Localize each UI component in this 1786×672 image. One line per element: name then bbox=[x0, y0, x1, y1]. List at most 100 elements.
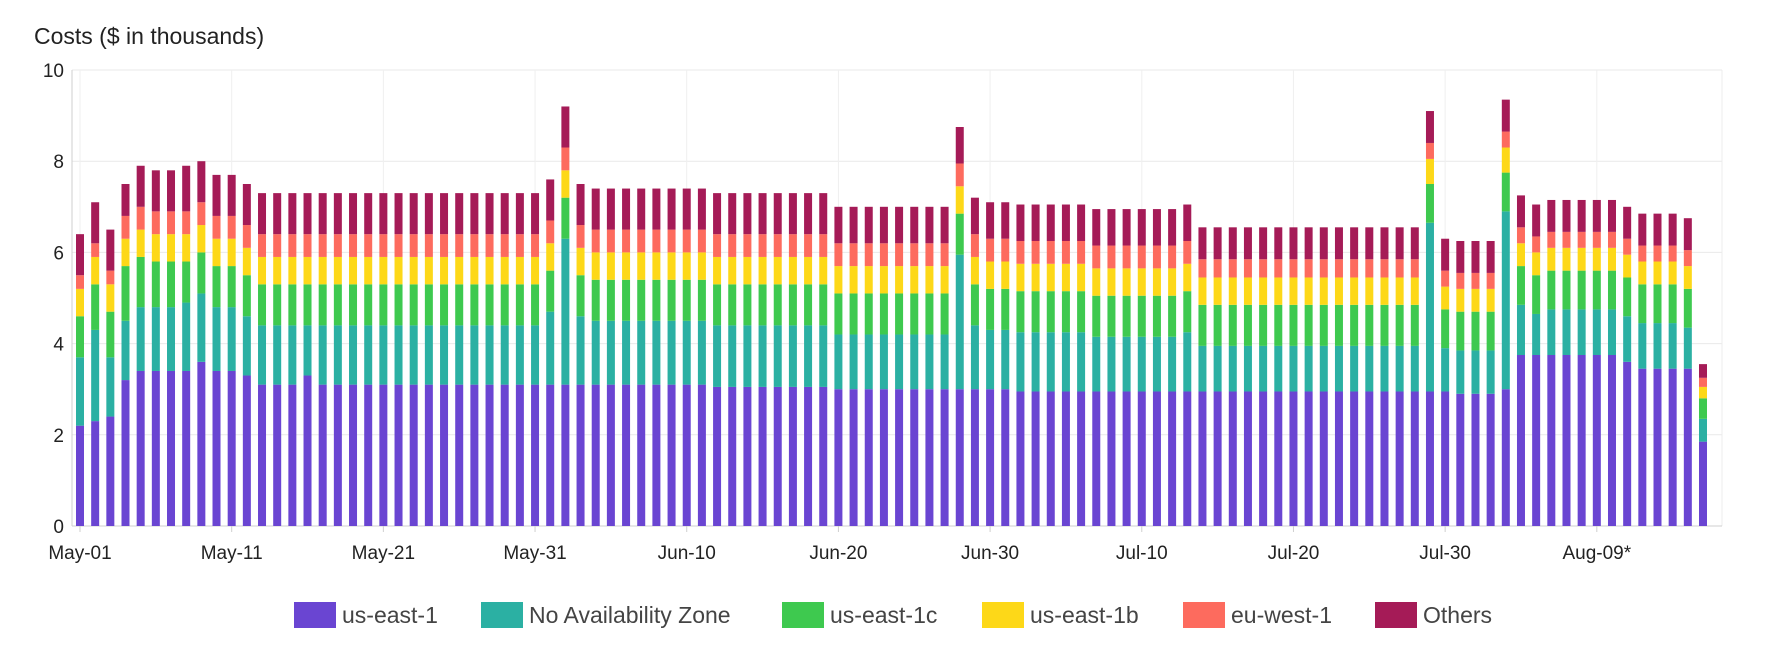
bar-segment bbox=[955, 163, 964, 187]
bar-segment bbox=[940, 293, 949, 335]
bar-segment bbox=[1623, 277, 1632, 317]
bar-segment bbox=[1319, 277, 1328, 305]
bar-segment bbox=[500, 384, 509, 526]
y-tick-label: 10 bbox=[43, 61, 64, 82]
bar-segment bbox=[333, 193, 342, 235]
bar-segment bbox=[364, 234, 373, 257]
x-tick-label: Jun-30 bbox=[961, 543, 1019, 564]
legend-label: us-east-1 bbox=[342, 602, 438, 628]
bar-segment bbox=[455, 234, 464, 257]
bar-segment bbox=[182, 165, 191, 212]
bar-segment bbox=[819, 284, 828, 326]
bar-segment bbox=[1289, 304, 1298, 346]
bar-segment bbox=[1441, 286, 1450, 310]
bar-segment bbox=[76, 357, 84, 426]
bar-segment bbox=[804, 325, 813, 387]
bar-segment bbox=[1122, 245, 1131, 269]
bar-segment bbox=[682, 320, 691, 385]
bar-segment bbox=[394, 284, 403, 326]
bar-segment bbox=[697, 320, 706, 385]
bar-segment bbox=[1016, 241, 1025, 264]
bar-segment bbox=[1683, 327, 1692, 369]
bar-segment bbox=[561, 197, 570, 239]
bar-segment bbox=[1395, 227, 1404, 260]
bar-segment bbox=[819, 256, 828, 285]
bar-segment bbox=[682, 252, 691, 280]
bar-segment bbox=[273, 234, 282, 257]
bar-segment bbox=[788, 193, 797, 235]
bar-segment bbox=[349, 234, 358, 257]
bar-segment bbox=[652, 229, 661, 253]
bar-segment bbox=[182, 261, 191, 303]
bar-segment bbox=[1016, 291, 1025, 333]
bar-segment bbox=[834, 334, 843, 390]
bar-segment bbox=[728, 284, 737, 326]
bar-segment bbox=[955, 186, 964, 214]
bar-segment bbox=[197, 225, 206, 253]
bar-segment bbox=[713, 193, 722, 235]
legend-swatch bbox=[1183, 602, 1225, 628]
bar-segment bbox=[121, 184, 130, 216]
bar-segment bbox=[955, 127, 964, 164]
legend-item: us-east-1c bbox=[782, 602, 937, 628]
bar-segment bbox=[1395, 277, 1404, 305]
bar-segment bbox=[1516, 355, 1525, 526]
bar-segment bbox=[106, 229, 115, 271]
bar-segment bbox=[743, 256, 752, 285]
bar-segment bbox=[167, 261, 176, 308]
bar-segment bbox=[167, 211, 176, 235]
bar-segment bbox=[242, 275, 251, 317]
bar-segment bbox=[940, 206, 949, 244]
bar-segment bbox=[515, 284, 524, 326]
bar-segment bbox=[986, 329, 995, 390]
bar-segment bbox=[1228, 345, 1237, 392]
bar-segment bbox=[622, 229, 631, 253]
bar-segment bbox=[1547, 247, 1556, 271]
bar-segment bbox=[440, 325, 449, 385]
bar-segment bbox=[546, 311, 555, 385]
bar-segment bbox=[622, 384, 631, 526]
bar-segment bbox=[303, 234, 312, 257]
bar-segment bbox=[1699, 386, 1707, 399]
bar-segment bbox=[1425, 111, 1434, 143]
bar-segment bbox=[1699, 441, 1707, 526]
bar-segment bbox=[303, 193, 312, 235]
bar-segment bbox=[409, 234, 418, 257]
bar-segment bbox=[1274, 227, 1283, 260]
bar-segment bbox=[1653, 261, 1662, 285]
bar-segment bbox=[576, 316, 585, 385]
bar-segment bbox=[1122, 336, 1131, 392]
bar-segment bbox=[834, 293, 843, 335]
bar-segment bbox=[1168, 295, 1177, 337]
bar-segment bbox=[349, 384, 358, 526]
legend-label: us-east-1b bbox=[1030, 602, 1139, 628]
bar-segment bbox=[197, 293, 206, 362]
legend-item: Others bbox=[1375, 602, 1492, 628]
bar-segment bbox=[1213, 259, 1222, 278]
bar-segment bbox=[652, 279, 661, 321]
x-tick-label: May-31 bbox=[503, 543, 566, 564]
bar-segment bbox=[333, 325, 342, 385]
bar-segment bbox=[1562, 355, 1571, 526]
bar-segment bbox=[1289, 227, 1298, 260]
bar-segment bbox=[925, 293, 934, 335]
bar-segment bbox=[1441, 391, 1450, 526]
bar-segment bbox=[1592, 247, 1601, 271]
bar-segment bbox=[258, 284, 267, 326]
bar-segment bbox=[1532, 275, 1541, 314]
bar-segment bbox=[1289, 259, 1298, 278]
bar-segment bbox=[1198, 345, 1207, 392]
bar-segment bbox=[970, 234, 979, 257]
bar-segment bbox=[440, 384, 449, 526]
bar-segment bbox=[1137, 391, 1146, 526]
bar-segment bbox=[864, 243, 873, 267]
legend-swatch bbox=[1375, 602, 1417, 628]
bar-segment bbox=[1137, 245, 1146, 269]
bar-segment bbox=[197, 252, 206, 294]
bar-segment bbox=[1001, 202, 1010, 239]
bar-segment bbox=[819, 325, 828, 387]
bar-segment bbox=[1380, 345, 1389, 392]
bar-segment bbox=[1001, 238, 1010, 262]
bar-segment bbox=[1107, 209, 1116, 246]
bar-segment bbox=[333, 284, 342, 326]
